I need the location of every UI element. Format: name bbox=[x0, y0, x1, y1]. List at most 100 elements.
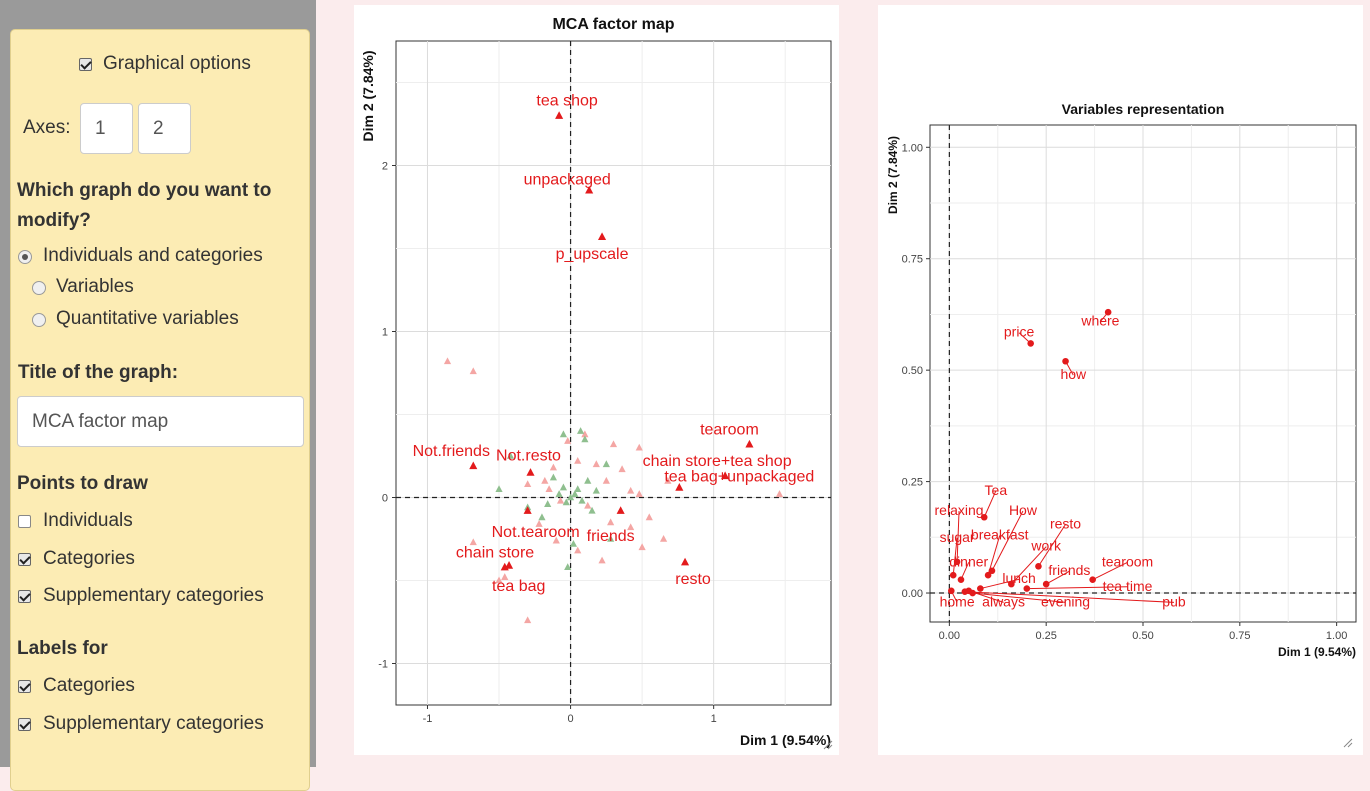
labels-categories-checkbox[interactable] bbox=[18, 680, 31, 693]
label-leader-line bbox=[1026, 586, 1128, 590]
supplementary-point-light bbox=[524, 616, 532, 624]
sidebar-panel: Graphical options Axes: 1 2 Which graph … bbox=[10, 29, 310, 791]
variable-label: price bbox=[1004, 324, 1035, 340]
radio-quantitative-variables[interactable] bbox=[32, 313, 46, 327]
radio-individuals-categories-label: Individuals and categories bbox=[43, 245, 263, 266]
supplementary-categories-checkbox[interactable] bbox=[18, 590, 31, 603]
supplementary-point-light bbox=[598, 556, 606, 564]
axis-y-value: 2 bbox=[153, 117, 164, 139]
y-tick-label: -1 bbox=[378, 659, 388, 671]
supplementary-point-green bbox=[569, 539, 578, 547]
y-tick-label: 0 bbox=[382, 493, 388, 505]
supplementary-point-light bbox=[635, 443, 643, 451]
x-tick-label: -1 bbox=[423, 713, 433, 725]
y-tick-label: 0.00 bbox=[902, 588, 923, 600]
supplementary-point-light bbox=[549, 463, 558, 471]
supplementary-point-green bbox=[506, 452, 515, 459]
variable-point bbox=[1062, 357, 1069, 365]
category-point bbox=[500, 562, 509, 571]
supplementary-categories-label: Supplementary categories bbox=[43, 585, 264, 606]
label-leader-line bbox=[1045, 570, 1070, 585]
plot-area bbox=[395, 40, 832, 706]
radio-variables[interactable] bbox=[32, 281, 46, 295]
variable-label: pub bbox=[1162, 593, 1186, 609]
category-label: Not.tearoom bbox=[492, 524, 580, 541]
variables-representation-chart: 0.00 0.25 0.50 0.75 1.00 0.00 0.25 0.50 0.75 1.00… bbox=[886, 101, 1357, 748]
individuals-label: Individuals bbox=[43, 510, 133, 531]
y-tick-label: 1 bbox=[382, 327, 388, 339]
x-tick-label: 0.50 bbox=[1132, 630, 1153, 642]
supplementary-point-light bbox=[635, 490, 643, 497]
supplementary-point-light bbox=[607, 518, 615, 526]
mca-factor-map-panel: -1 0 1 2 -1 0 1 tea shop unpackaged p_upscale tear… bbox=[354, 5, 839, 755]
variable-label: resto bbox=[1050, 515, 1081, 531]
axis-y-input[interactable]: 2 bbox=[138, 103, 191, 154]
variable-point bbox=[984, 571, 992, 579]
graph-title-input[interactable]: MCA factor map bbox=[17, 396, 304, 447]
supplementary-point-light bbox=[627, 523, 635, 531]
label-leader-line bbox=[956, 511, 960, 562]
category-point bbox=[523, 506, 532, 514]
variables-representation-panel: 0.00 0.25 0.50 0.75 1.00 0.00 0.25 0.50 0.75 1.00… bbox=[878, 5, 1363, 755]
supplementary-point-green bbox=[584, 476, 592, 484]
individuals-checkbox[interactable] bbox=[18, 515, 31, 528]
graph-title-value: MCA factor map bbox=[32, 410, 169, 432]
x-tick-label: 1 bbox=[711, 713, 717, 725]
supplementary-point-light bbox=[552, 536, 560, 544]
variable-label: where bbox=[1080, 313, 1119, 329]
variable-point bbox=[1042, 580, 1050, 588]
category-point bbox=[598, 232, 607, 241]
x-tick-label: 0 bbox=[568, 713, 574, 725]
graphical-options-label: Graphical options bbox=[103, 53, 251, 74]
variable-point bbox=[1104, 308, 1112, 316]
label-leader-line bbox=[1010, 546, 1047, 585]
supplementary-point-light bbox=[609, 440, 618, 448]
labels-supplementary-checkbox[interactable] bbox=[18, 718, 31, 731]
mca-factor-map-chart: -1 0 1 2 -1 0 1 tea shop unpackaged p_upscaletear… bbox=[360, 16, 833, 750]
variable-label: tea time bbox=[1103, 578, 1153, 594]
graphical-options-checkbox[interactable] bbox=[79, 58, 92, 71]
category-point bbox=[555, 111, 564, 119]
supplementary-point-green bbox=[555, 490, 563, 497]
supplementary-point-light bbox=[574, 546, 582, 554]
axis-x-input[interactable]: 1 bbox=[80, 103, 133, 154]
variable-label: lunch bbox=[1002, 570, 1035, 586]
radio-individuals-categories[interactable] bbox=[18, 250, 32, 264]
supplementary-point-green bbox=[562, 498, 570, 506]
supplementary-point-green bbox=[566, 493, 575, 501]
supplementary-point-light bbox=[541, 476, 549, 484]
supplementary-point-green bbox=[495, 485, 503, 492]
supplementary-point-green bbox=[559, 483, 568, 491]
category-label: friends bbox=[587, 528, 635, 545]
variable-point bbox=[977, 585, 984, 592]
category-label: Not.resto bbox=[496, 448, 561, 465]
x-axis-label: Dim 1 (9.54%) bbox=[740, 732, 831, 748]
y-tick-label: 1.00 bbox=[902, 142, 923, 154]
label-leader-line bbox=[952, 537, 958, 576]
category-point bbox=[526, 468, 535, 476]
which-graph-question-line2: modify? bbox=[17, 210, 91, 231]
supplementary-point-light bbox=[545, 485, 553, 492]
variable-point bbox=[961, 588, 969, 595]
category-label: unpackaged bbox=[524, 171, 611, 188]
supplementary-point-green bbox=[581, 435, 589, 443]
label-leader-line bbox=[972, 592, 1066, 603]
supplementary-point-light bbox=[638, 543, 646, 551]
variable-point bbox=[1027, 340, 1034, 347]
supplementary-point-light bbox=[659, 535, 668, 542]
variable-label: relaxing bbox=[935, 502, 984, 518]
supplementary-point-green bbox=[544, 500, 552, 507]
axes-label: Axes: bbox=[23, 117, 71, 138]
category-point bbox=[469, 461, 478, 470]
sidebar-background: Graphical options Axes: 1 2 Which graph … bbox=[0, 0, 316, 791]
category-label: Not.friends bbox=[413, 443, 490, 460]
supplementary-point-light bbox=[524, 480, 532, 488]
supplementary-point-green bbox=[578, 496, 586, 504]
variable-point bbox=[988, 567, 996, 575]
variable-label: work bbox=[1030, 538, 1062, 554]
variable-point bbox=[948, 587, 955, 595]
supplementary-point-green bbox=[574, 485, 582, 492]
categories-checkbox[interactable] bbox=[18, 553, 31, 566]
variable-label: evening bbox=[1041, 593, 1090, 609]
category-point bbox=[504, 561, 514, 569]
